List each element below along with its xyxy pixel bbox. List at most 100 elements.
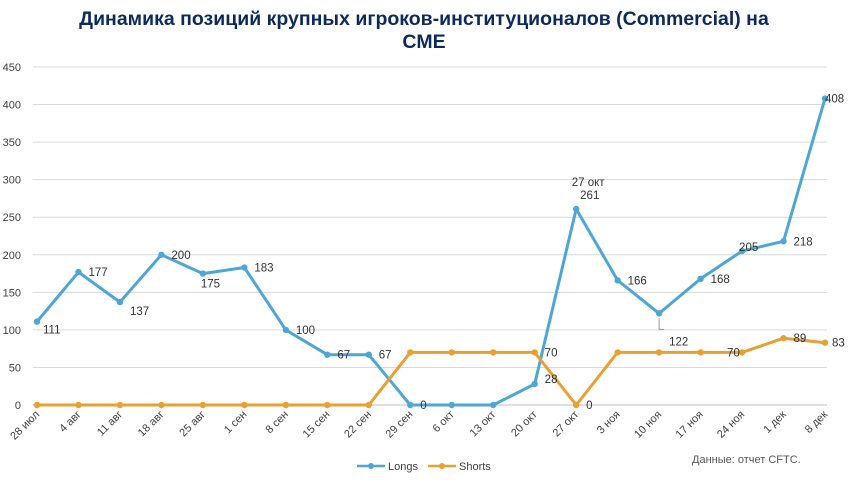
data-label-longs: 111 [43, 325, 60, 337]
data-point-longs [365, 351, 372, 358]
legend-label: Shorts [459, 461, 491, 473]
x-tick-label: 27 окт [551, 409, 582, 440]
x-tick-label: 11 авг [95, 409, 125, 439]
x-tick-label: 4 авг [57, 409, 83, 435]
data-label-longs: 168 [711, 274, 730, 286]
data-point-longs [407, 401, 414, 409]
x-tick-label: 18 авг [136, 409, 167, 440]
x-tick-label: 17 ноя [674, 409, 706, 441]
legend-marker [368, 463, 374, 469]
data-label-longs: 28 [545, 374, 558, 386]
x-tick-label: 25 авг [177, 409, 208, 440]
x-tick-label: 29 сен [384, 409, 416, 441]
data-point-longs [821, 95, 829, 102]
data-point-shorts [116, 401, 124, 409]
data-point-shorts [697, 349, 704, 356]
data-point-shorts [614, 349, 621, 356]
data-point-longs [697, 275, 704, 283]
data-point-shorts [75, 401, 82, 409]
series-line-longs [35, 97, 827, 407]
legend-label: Longs [388, 461, 418, 473]
y-axis-ticks: 0 50 100 150 200 250 300 350 400 450 [3, 62, 21, 412]
data-point-longs [33, 318, 41, 325]
data-label-longs: 177 [88, 267, 107, 279]
y-tick-label: 200 [3, 250, 21, 262]
data-point-longs [448, 401, 455, 409]
y-tick-label: 150 [3, 287, 21, 299]
data-point-longs [614, 277, 621, 284]
y-tick-label: 50 [9, 362, 21, 374]
data-label-longs: 67 [337, 350, 350, 362]
data-label-longs: 137 [130, 306, 149, 318]
data-point-longs [75, 268, 82, 276]
data-point-shorts [655, 349, 663, 356]
legend-marker [439, 463, 445, 469]
data-point-longs [282, 326, 290, 334]
data-point-shorts [324, 401, 331, 409]
data-label-shorts: 89 [794, 333, 807, 345]
data-label-shorts: 83 [832, 338, 845, 350]
data-point-longs [116, 298, 124, 306]
data-point-shorts [572, 401, 580, 409]
data-point-longs [780, 238, 787, 245]
data-label-longs: 122 [669, 336, 688, 348]
x-tick-label: 22 сен [342, 409, 374, 441]
data-label-longs: 183 [254, 263, 273, 275]
data-label-longs: 0 [420, 400, 426, 412]
leader-line [658, 318, 665, 330]
x-tick-label: 1 дек [761, 409, 788, 436]
x-axis-ticks: 28 июл 4 авг 11 авг 18 авг 25 авг 1 сен 8 сен 1… [8, 409, 830, 443]
x-tick-label: 3 ноя [595, 409, 623, 437]
x-tick-label: 28 июл [8, 409, 42, 443]
data-point-shorts [33, 401, 41, 409]
data-point-shorts [407, 349, 414, 356]
x-tick-label: 6 окт [431, 409, 457, 435]
data-point-shorts [158, 401, 165, 409]
data-label-longs: 175 [201, 279, 220, 291]
data-label-longs: 205 [739, 242, 758, 254]
data-label-longs: 200 [171, 250, 190, 262]
x-tick-label: 8 сен [263, 409, 290, 436]
data-label-shorts: 0 [586, 400, 592, 412]
data-label-longs: 408 [825, 94, 844, 106]
chart-title-line-2: CME [402, 31, 446, 53]
data-point-shorts [241, 401, 248, 409]
data-point-longs [241, 264, 248, 271]
data-point-longs [531, 380, 538, 388]
data-point-longs [158, 251, 165, 258]
data-point-shorts [780, 334, 787, 342]
x-tick-label: 13 окт [468, 409, 499, 440]
data-point-longs [324, 351, 331, 358]
x-tick-label: 1 сен [222, 409, 249, 436]
data-label-shorts: 70 [727, 347, 740, 359]
data-point-shorts [738, 349, 746, 356]
chart-title: Динамика позиций крупных игроков-институ… [0, 8, 848, 54]
data-label-longs: 166 [628, 275, 647, 287]
x-tick-label: 10 ноя [632, 409, 664, 441]
data-label-shorts: 70 [545, 347, 558, 359]
chart-title-line-1: Динамика позиций крупных игроков-институ… [79, 8, 769, 30]
x-tick-label: 15 сен [301, 409, 333, 441]
data-point-longs [490, 401, 497, 409]
data-label-longs: 100 [296, 325, 315, 337]
data-point-shorts [365, 401, 372, 409]
y-tick-label: 400 [3, 100, 21, 112]
y-tick-label: 100 [3, 325, 21, 337]
y-tick-label: 0 [15, 400, 21, 412]
series-line-shorts [35, 336, 827, 407]
data-label-longs: 218 [794, 236, 813, 248]
data-labels: 111 177 137 200 175 183 100 67 67 0 28 261 166 122 168… [43, 94, 845, 412]
data-point-shorts [448, 349, 455, 356]
annotation-label: 27 окт [572, 177, 606, 189]
y-tick-label: 450 [3, 62, 21, 74]
x-tick-label: 8 дек [803, 409, 830, 436]
data-label-longs: 261 [580, 190, 599, 202]
series-lines [33, 95, 829, 409]
data-label-longs: 67 [379, 350, 392, 362]
data-point-shorts [531, 349, 538, 356]
data-point-longs [655, 310, 663, 317]
data-point-shorts [282, 401, 290, 409]
data-point-longs [738, 247, 746, 255]
x-tick-label: 20 окт [509, 409, 540, 440]
